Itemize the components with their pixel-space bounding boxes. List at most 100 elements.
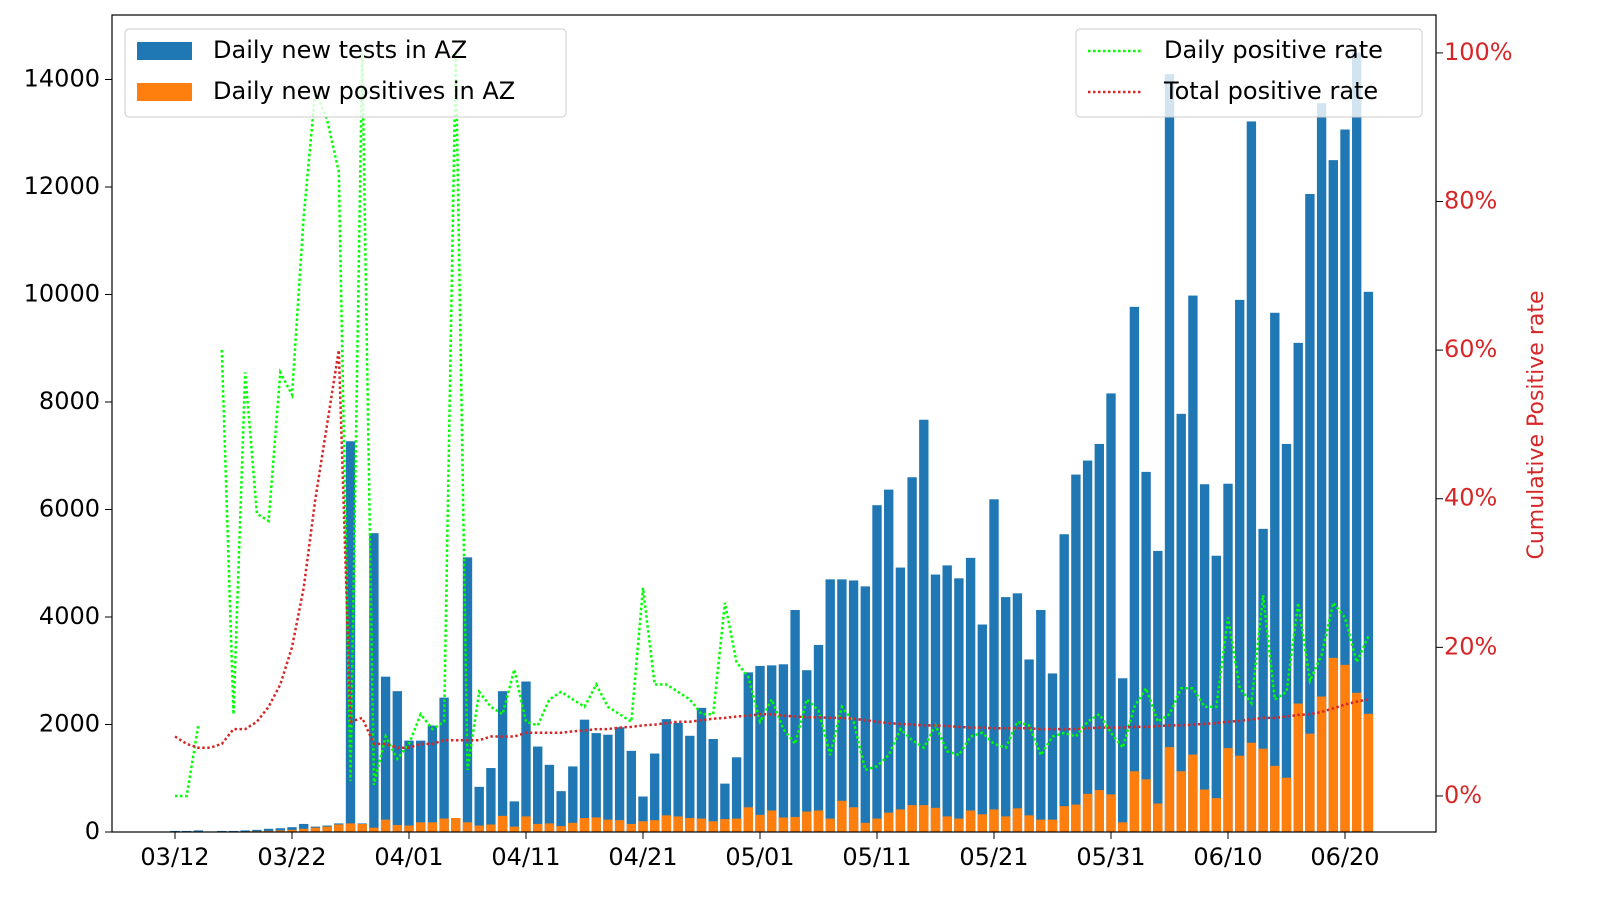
bar [568,822,578,832]
bar [1164,74,1175,832]
bar [731,757,742,832]
bar [1176,771,1186,832]
y2-axis-label: Cumulative Positive rate [1524,290,1549,559]
bar [439,697,449,832]
bar [533,746,543,832]
bar [919,805,929,832]
bar [1223,483,1233,832]
legend-swatch [137,83,192,101]
bar [497,691,508,832]
bar [755,814,765,832]
x-tick-label: 03/22 [257,843,326,871]
bar [579,719,590,832]
bar [696,818,707,832]
bar [544,764,555,832]
y2-tick-label: 80% [1444,187,1497,215]
bar [802,670,812,832]
bar [895,809,906,832]
bar [954,578,964,832]
bar [790,816,800,832]
bar [743,807,753,832]
legend-label: Daily new tests in AZ [213,36,467,64]
bar [837,800,847,832]
bar [895,567,906,832]
bar [603,819,613,832]
x-tick-label: 05/11 [842,843,911,871]
bar [1059,534,1069,832]
bar [1270,312,1280,832]
bar [392,691,402,832]
bar [1281,443,1292,832]
y-tick-label: 12000 [24,172,100,200]
bar [1071,804,1081,832]
legend-label: Daily new positives in AZ [213,77,515,105]
bar [486,768,496,832]
bar [614,727,625,832]
bar [778,817,789,832]
bar [1047,673,1058,832]
bar [1340,664,1350,832]
bar [872,818,882,832]
bar [1047,819,1058,832]
bar [614,820,625,832]
bar [673,816,683,832]
bar [930,807,941,832]
bar [1305,193,1315,833]
bar [275,830,285,832]
bar [1246,742,1257,832]
bar [521,681,531,832]
bar [369,827,379,832]
bar [778,664,789,832]
line [174,349,1369,749]
y-tick-label: 6000 [39,495,100,523]
bar [1199,789,1210,832]
bar [638,821,648,832]
bar [954,818,964,832]
bar [1094,443,1104,832]
bar [345,441,356,832]
bar [1293,342,1303,832]
y-tick-label: 0 [85,817,100,845]
bar [263,828,274,832]
bar [310,827,321,832]
legend-swatch [137,42,192,60]
bar [1176,413,1186,832]
legend-box [124,28,567,118]
bar [1118,678,1128,832]
bar [1258,748,1268,832]
bar [556,826,566,832]
bar [661,719,672,832]
bar [451,818,461,832]
bar [1024,659,1034,832]
y-tick-label: 10000 [24,280,100,308]
bar [1352,692,1362,832]
bar [1036,610,1046,832]
bar [1012,808,1023,832]
bar [1071,474,1081,832]
bar [416,822,426,832]
bar [509,826,519,832]
legend-box [1075,28,1423,118]
bar [427,822,438,832]
bar [252,829,262,832]
bar [685,818,695,832]
bar [650,820,660,832]
bar [1059,806,1069,832]
bar [626,750,636,832]
bar [287,827,297,832]
bar [638,796,648,832]
bar [1106,393,1116,832]
bar [345,823,356,832]
bar [544,823,555,832]
bar [275,828,285,832]
bar [907,805,917,832]
bar [334,824,344,832]
bar [930,574,941,832]
x-tick-label: 05/21 [959,843,1028,871]
bar [1141,471,1151,832]
x-tick-label: 05/01 [725,843,794,871]
bar [1328,657,1338,832]
bar [1141,779,1151,832]
bar [650,753,660,832]
bar [1012,593,1023,832]
